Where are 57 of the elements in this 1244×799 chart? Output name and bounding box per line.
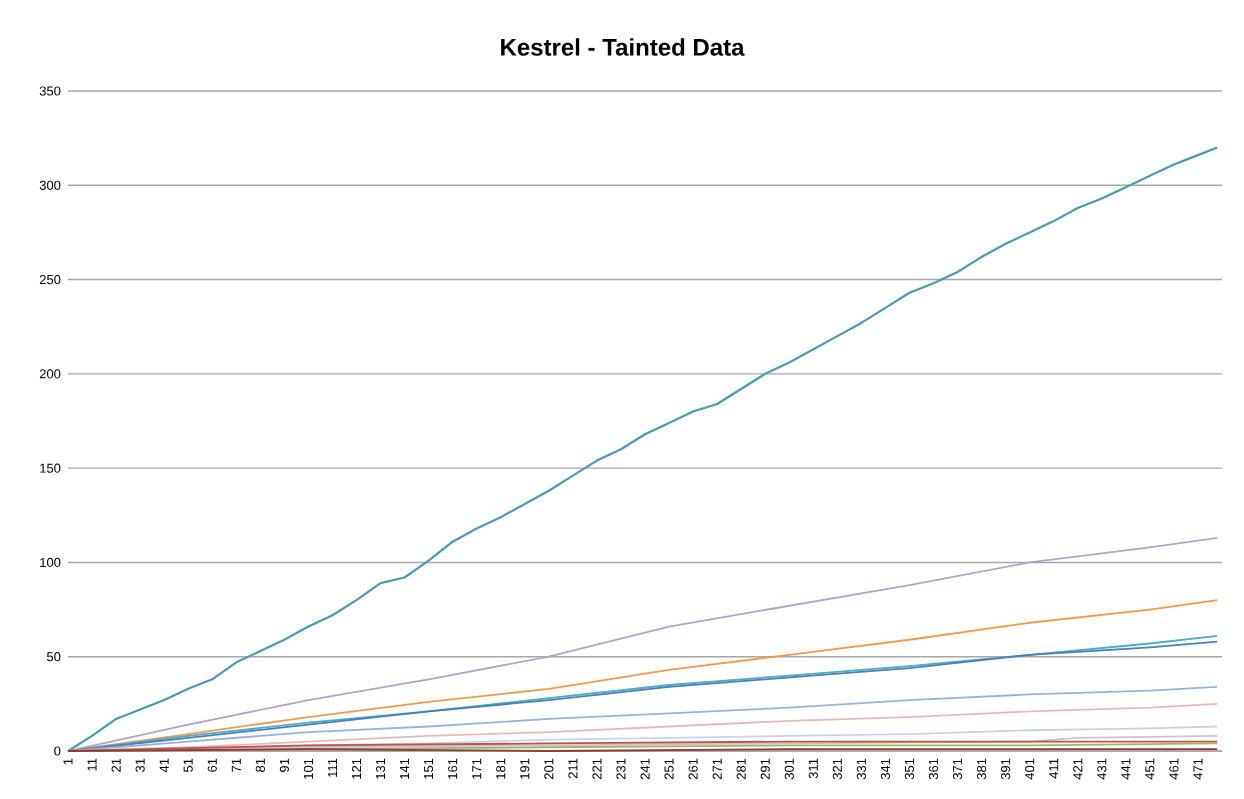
y-tick-label: 250 [39,274,61,285]
x-tick-label: 441 [1121,758,1131,780]
x-tick-label: 311 [808,758,818,779]
x-tick-label: 41 [159,758,169,773]
x-tick-label: 1 [63,758,73,765]
y-tick-label: 100 [40,557,61,568]
y-tick-label: 50 [47,652,61,662]
x-tick-label: 151 [424,758,434,779]
y-tick-label: 300 [39,180,61,190]
x-tick-label: 161 [448,758,458,779]
x-tick-label: 291 [760,758,770,780]
x-tick-label: 431 [1097,758,1107,780]
x-tick-label: 101 [303,758,314,779]
x-tick-label: 351 [904,758,915,780]
x-tick-label: 71 [231,758,241,772]
x-tick-label: 341 [880,758,891,780]
x-tick-label: 391 [1001,758,1011,780]
x-tick-label: 111 [327,758,337,777]
x-tick-label: 361 [928,758,939,780]
y-tick-label: 150 [40,463,61,473]
x-tick-label: 281 [736,758,746,780]
x-tick-label: 251 [664,758,674,780]
x-tick-label: 51 [183,758,193,772]
x-tick-label: 121 [351,758,362,779]
x-tick-label: 201 [544,758,554,780]
x-tick-label: 11 [87,758,97,771]
x-tick-label: 21 [111,758,121,772]
x-tick-label: 451 [1145,758,1155,780]
x-tick-label: 181 [496,758,506,779]
y-tick-label: 0 [54,746,61,756]
x-tick-label: 461 [1169,758,1179,780]
x-tick-label: 131 [375,758,386,779]
x-tick-label: 221 [592,758,602,780]
x-tick-label: 301 [784,758,794,780]
x-tick-label: 401 [1025,758,1035,780]
x-tick-label: 331 [856,758,866,780]
x-tick-label: 471 [1193,758,1203,780]
x-tick-label: 91 [279,758,289,772]
x-tick-label: 211 [568,758,578,779]
x-tick-label: 31 [135,758,145,773]
x-tick-label: 381 [976,758,987,780]
x-tick-label: 231 [616,758,626,780]
y-tick-label: 200 [39,369,61,379]
x-tick-label: 141 [400,758,410,779]
x-tick-label: 191 [520,758,530,779]
x-tick-label: 271 [712,758,722,780]
y-tick-label: 350 [39,86,61,96]
x-tick-label: 371 [952,758,963,780]
x-tick-label: 81 [255,758,265,772]
x-tick-label: 421 [1073,758,1083,780]
x-tick-label: 321 [832,758,842,780]
x-tick-label: 411 [1049,758,1059,779]
x-tick-label: 171 [472,758,482,779]
chart-title: Kestrel - Tainted Data [501,38,745,56]
x-tick-label: 261 [688,758,698,780]
x-tick-label: 61 [207,758,217,772]
x-tick-label: 241 [640,758,650,780]
